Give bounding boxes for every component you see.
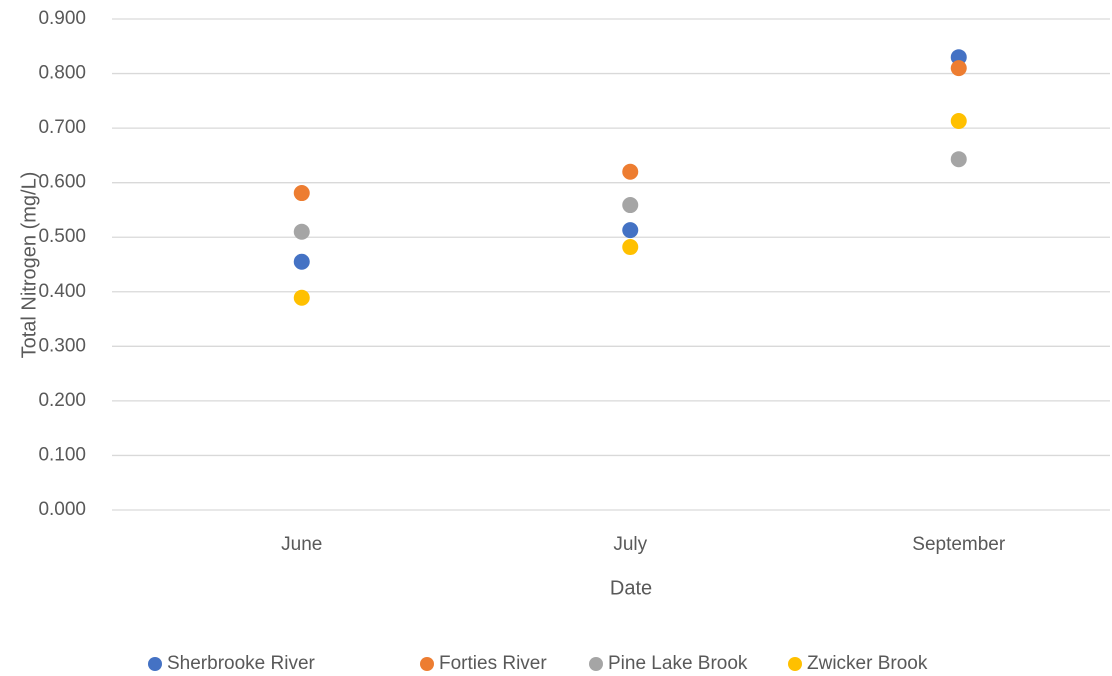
data-point xyxy=(950,113,967,130)
y-tick-label: 0.000 xyxy=(38,499,86,520)
legend-marker xyxy=(589,657,603,671)
legend-marker xyxy=(420,657,434,671)
legend-marker xyxy=(148,657,162,671)
data-point xyxy=(622,163,639,180)
y-tick-label: 0.100 xyxy=(38,444,86,465)
legend-label: Sherbrooke River xyxy=(167,653,316,674)
x-tick-label: June xyxy=(281,534,322,555)
y-tick-label: 0.900 xyxy=(38,8,86,29)
y-axis-title: Total Nitrogen (mg/L) xyxy=(18,172,40,359)
y-tick-label: 0.700 xyxy=(38,117,86,138)
data-point xyxy=(293,289,310,306)
x-tick-label: July xyxy=(613,534,647,555)
data-point xyxy=(622,239,639,256)
data-point xyxy=(950,151,967,168)
y-tick-label: 0.800 xyxy=(38,63,86,84)
data-point xyxy=(293,223,310,240)
legend-label: Pine Lake Brook xyxy=(608,653,748,674)
y-tick-label: 0.400 xyxy=(38,281,86,302)
x-axis-title: Date xyxy=(610,577,652,599)
y-tick-label: 0.300 xyxy=(38,335,86,356)
y-tick-label: 0.500 xyxy=(38,226,86,247)
x-tick-label: September xyxy=(912,534,1006,555)
data-point xyxy=(293,185,310,202)
data-point xyxy=(622,222,639,239)
y-tick-label: 0.200 xyxy=(38,390,86,411)
data-point xyxy=(622,197,639,214)
legend-label: Forties River xyxy=(439,653,547,674)
legend-marker xyxy=(788,657,802,671)
legend-label: Zwicker Brook xyxy=(807,653,928,674)
data-point xyxy=(950,60,967,77)
data-point xyxy=(293,253,310,270)
y-tick-label: 0.600 xyxy=(38,172,86,193)
